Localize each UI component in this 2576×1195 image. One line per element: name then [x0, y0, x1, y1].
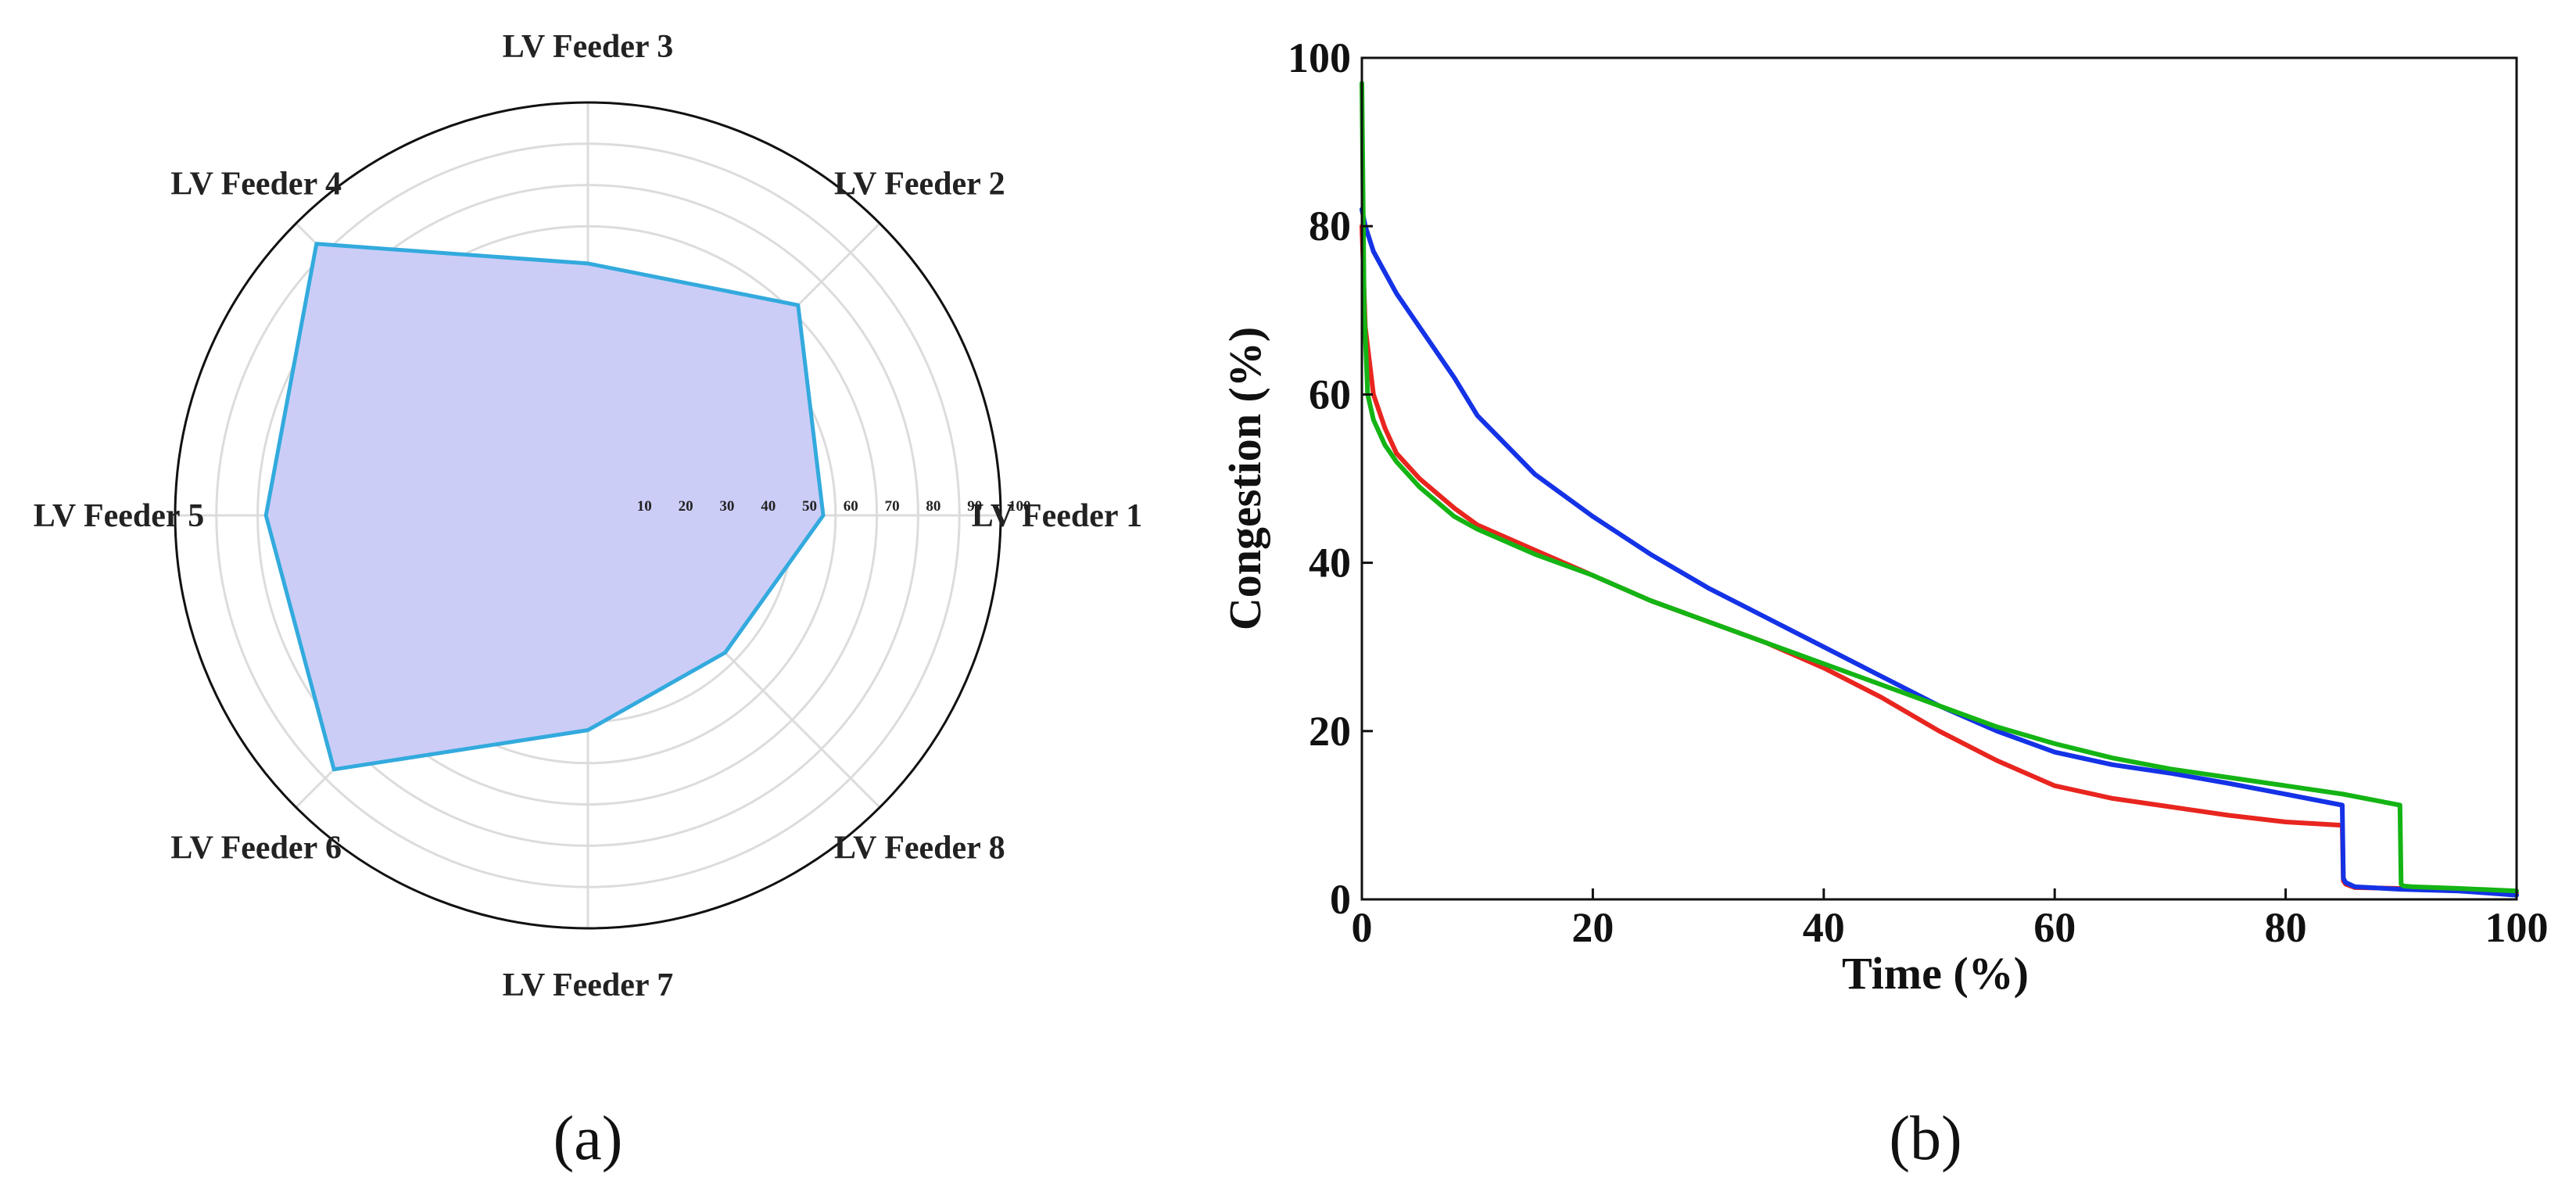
- x-tick-label: 80: [2265, 904, 2307, 951]
- x-tick-label: 40: [1803, 904, 1845, 951]
- radar-tick-label: 80: [926, 498, 940, 515]
- panel-label-a: (a): [554, 1104, 623, 1173]
- category-label-lv-feeder-6: LV Feeder 6: [170, 830, 342, 866]
- radar-tick-label: 20: [679, 498, 693, 515]
- radar-tick-label: 100: [1009, 498, 1031, 515]
- radar-tick-label: 90: [967, 498, 982, 515]
- radar-tick-label: 60: [844, 498, 858, 515]
- x-tick-label: 100: [2485, 904, 2549, 951]
- y-tick-label: 0: [1330, 876, 1351, 923]
- category-label-lv-feeder-2: LV Feeder 2: [834, 167, 1005, 203]
- y-tick-label: 80: [1309, 203, 1351, 249]
- category-label-lv-feeder-3: LV Feeder 3: [503, 29, 674, 65]
- y-axis-title: Congestion (%): [1220, 327, 1270, 630]
- series-line-blue: [1360, 206, 2519, 898]
- x-tick-label: 0: [1352, 904, 1373, 951]
- radar-area: [266, 243, 823, 770]
- panel-label-b: (b): [1889, 1104, 1962, 1173]
- radar-series-line: [263, 242, 826, 772]
- category-label-lv-feeder-5: LV Feeder 5: [34, 498, 205, 534]
- radar-tick-label: 10: [637, 498, 652, 515]
- radar-tick-label: 70: [885, 498, 900, 515]
- category-label-lv-feeder-8: LV Feeder 8: [834, 830, 1005, 866]
- line-chart: 0 20 40 60 80 100 0 20 40 60 80 100 Time (%) Congesti…: [1220, 34, 2549, 999]
- x-tick-label: 60: [2033, 904, 2076, 951]
- series-line-green: [1360, 81, 2519, 894]
- category-label-lv-feeder-4: LV Feeder 4: [170, 167, 342, 203]
- y-tick-label: 40: [1309, 540, 1351, 587]
- category-label-lv-feeder-7: LV Feeder 7: [503, 967, 674, 1003]
- radar-tick-label: 40: [761, 498, 776, 515]
- x-axis-title: Time (%): [1842, 948, 2029, 999]
- radar-tick-label: 30: [719, 498, 734, 515]
- y-tick-label: 20: [1309, 708, 1351, 755]
- radar-outer-circle: [174, 101, 1002, 930]
- radar-tick-label: 50: [802, 498, 817, 515]
- y-tick-label: 100: [1288, 34, 1351, 81]
- plot-frame: [1360, 56, 2518, 901]
- category-label-lv-feeder-1: LV Feeder 1: [972, 498, 1143, 534]
- y-tick-label: 60: [1309, 371, 1351, 418]
- x-tick-label: 20: [1571, 904, 1614, 951]
